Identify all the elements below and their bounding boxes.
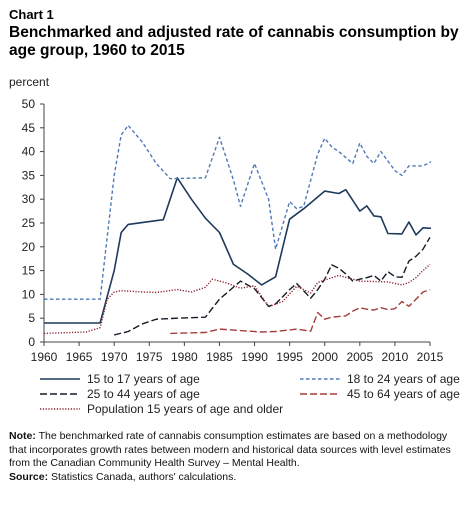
chart-number: Chart 1 (9, 7, 54, 22)
x-tick-label: 1965 (66, 350, 93, 364)
series-line-3 (114, 236, 431, 336)
chart-series (44, 124, 431, 336)
chart-title: Benchmarked and adjusted rate of cannabi… (9, 24, 459, 59)
series-line-2 (44, 124, 431, 300)
legend-label: 45 to 64 years of age (347, 387, 460, 401)
x-tick-label: 1960 (31, 350, 58, 364)
y-axis-unit-label: percent (9, 75, 50, 89)
legend-label: Population 15 years of age and older (87, 402, 283, 416)
legend-label: 25 to 44 years of age (87, 387, 200, 401)
note-label: Note: (9, 430, 36, 442)
x-tick-label: 1980 (171, 350, 198, 364)
x-tick-label: 1970 (101, 350, 128, 364)
line-chart: 0 5 10 15 20 25 30 35 40 45 50 1960 1965 1970 1975 1980… (22, 97, 460, 416)
source-paragraph: Source: Statistics Canada, authors' calc… (9, 471, 459, 485)
x-tick-label: 2015 (417, 350, 444, 364)
source-text: Statistics Canada, authors' calculations… (51, 470, 237, 483)
chart-legend: 15 to 17 years of age 18 to 24 years of a… (40, 372, 460, 416)
y-tick-label: 50 (22, 97, 36, 111)
series-line-5 (44, 263, 431, 335)
x-tick-label: 1990 (241, 350, 268, 364)
series-line-1 (44, 177, 431, 324)
series-line-4 (170, 288, 431, 335)
x-tick-label: 1995 (276, 350, 303, 364)
chart-axes: 0 5 10 15 20 25 30 35 40 45 50 1960 1965 1970 1975 1980… (22, 97, 444, 364)
y-tick-label: 25 (22, 216, 36, 230)
y-tick-label: 40 (22, 145, 36, 159)
x-tick-label: 1985 (206, 350, 233, 364)
y-tick-label: 0 (28, 335, 35, 349)
legend-label: 18 to 24 years of age (347, 372, 460, 386)
y-tick-label: 5 (28, 311, 35, 325)
legend-label: 15 to 17 years of age (87, 372, 200, 386)
y-tick-label: 20 (22, 240, 36, 254)
y-tick-label: 35 (22, 168, 36, 182)
x-tick-label: 2010 (382, 350, 409, 364)
y-tick-label: 10 (22, 287, 36, 301)
chart-footnote: Note: The benchmarked rate of cannabis c… (9, 430, 459, 484)
note-paragraph: Note: The benchmarked rate of cannabis c… (9, 430, 459, 471)
x-tick-label: 2005 (346, 350, 373, 364)
source-label: Source: (9, 470, 49, 483)
note-text: The benchmarked rate of cannabis consump… (9, 430, 451, 469)
x-tick-label: 2000 (311, 350, 338, 364)
x-tick-label: 1975 (136, 350, 163, 364)
y-tick-label: 45 (22, 121, 36, 135)
y-tick-label: 15 (22, 264, 36, 278)
y-tick-label: 30 (22, 192, 36, 206)
